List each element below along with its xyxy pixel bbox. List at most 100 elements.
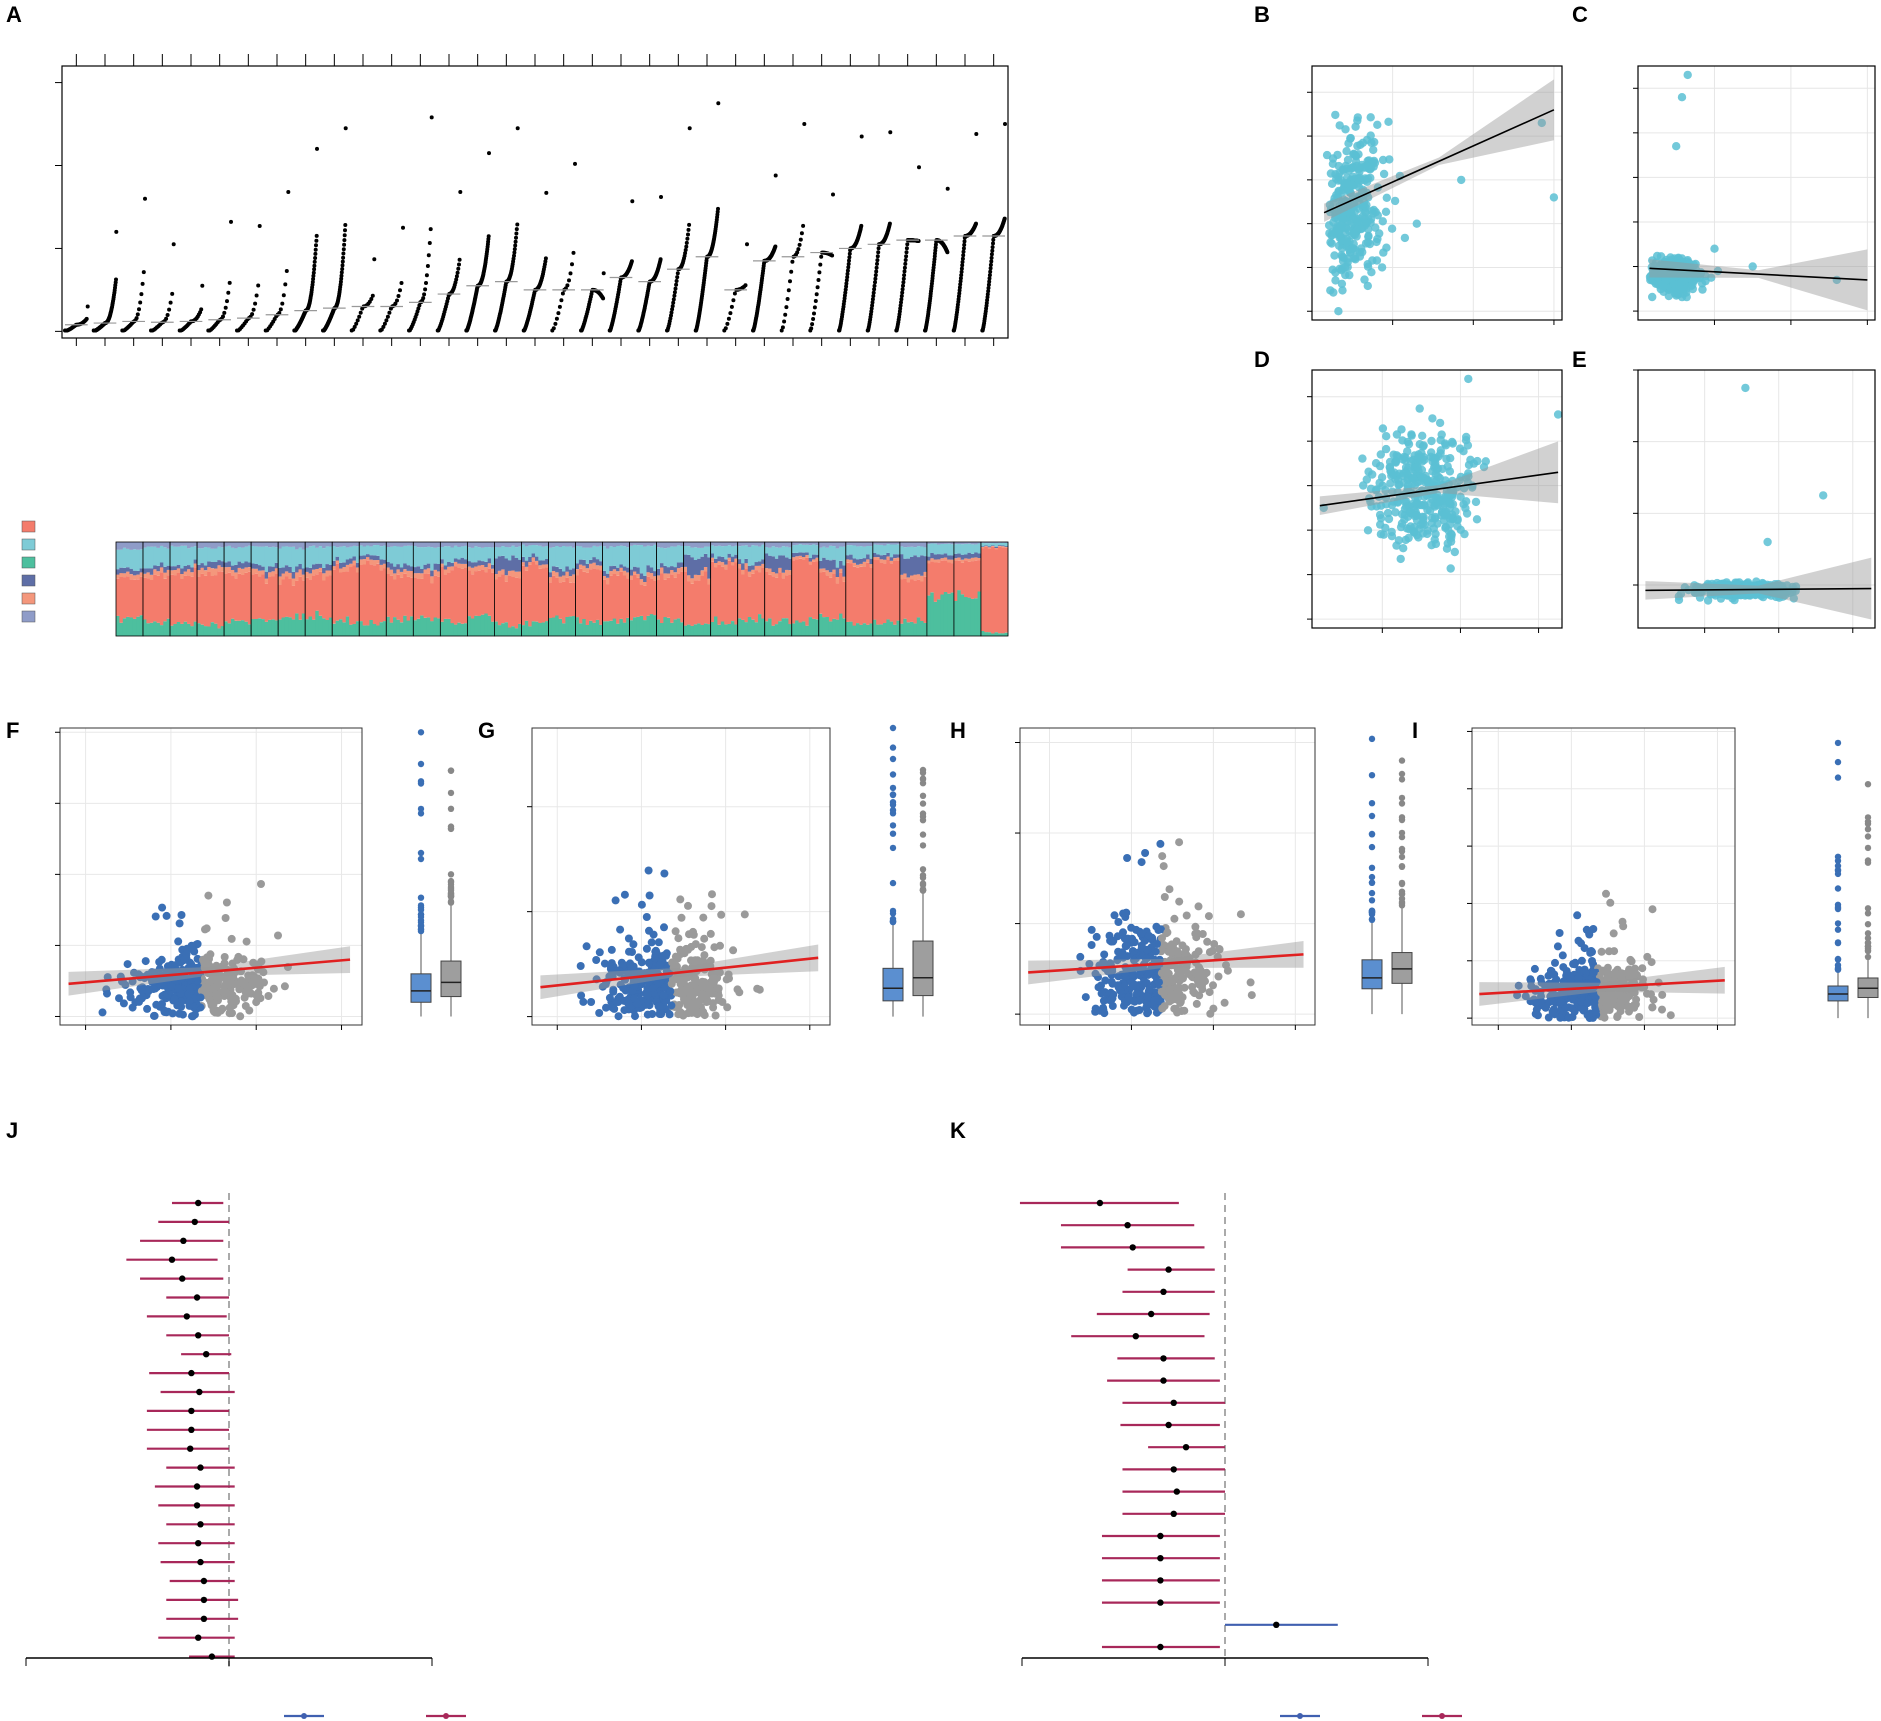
spectrum-segment bbox=[339, 546, 343, 563]
spectrum-segment bbox=[122, 547, 127, 568]
spectrum-segment bbox=[288, 617, 293, 636]
tmb-point bbox=[905, 242, 910, 247]
spectrum-segment bbox=[646, 572, 651, 577]
spectrum-segment bbox=[268, 577, 272, 620]
spectrum-segment bbox=[605, 577, 610, 585]
spectrum-segment bbox=[741, 545, 745, 564]
spectrum-segment bbox=[210, 542, 215, 549]
spectrum-segment bbox=[146, 568, 151, 573]
spectrum-segment bbox=[832, 574, 837, 619]
spectrum-segment bbox=[798, 555, 803, 559]
spectrum-segment bbox=[605, 548, 610, 574]
spectrum-segment bbox=[883, 542, 887, 546]
spectrum-segment bbox=[457, 542, 462, 547]
spectrum-segment bbox=[494, 558, 499, 574]
tmb-point bbox=[986, 289, 991, 294]
spectrum-segment bbox=[271, 571, 276, 577]
spectrum-segment bbox=[143, 573, 147, 578]
spectrum-segment bbox=[511, 555, 516, 571]
tmb-point bbox=[286, 190, 291, 194]
spectrum-segment bbox=[413, 620, 418, 636]
tmb-point bbox=[899, 300, 903, 305]
tmb-point bbox=[683, 248, 688, 252]
spectrum-segment bbox=[200, 563, 205, 568]
spectrum-segment bbox=[764, 553, 769, 569]
tmb-point bbox=[899, 297, 904, 302]
spectrum-segment bbox=[565, 542, 570, 547]
spectrum-segment bbox=[886, 544, 891, 553]
tmb-point bbox=[553, 321, 558, 326]
spectrum-segment bbox=[717, 556, 722, 562]
tmb-point bbox=[342, 238, 347, 243]
spectrum-segment bbox=[372, 555, 377, 561]
tmb-point bbox=[313, 247, 318, 252]
data-point bbox=[1351, 253, 1360, 262]
spectrum-segment bbox=[690, 547, 695, 558]
data-point bbox=[1677, 93, 1687, 102]
spectrum-segment bbox=[822, 546, 826, 558]
data-point bbox=[1376, 530, 1386, 539]
tmb-point bbox=[684, 240, 689, 245]
spectrum-segment bbox=[886, 552, 891, 557]
tmb-point bbox=[672, 293, 677, 298]
spectrum-segment bbox=[778, 567, 782, 573]
spectrum-segment bbox=[703, 553, 708, 567]
spectrum-segment bbox=[565, 577, 570, 617]
spectrum-segment bbox=[484, 547, 489, 562]
spectrum-segment bbox=[251, 563, 255, 569]
tmb-point bbox=[571, 250, 576, 255]
spectrum-segment bbox=[818, 542, 823, 548]
tmb-point bbox=[683, 251, 688, 256]
spectrum-segment bbox=[146, 623, 151, 636]
tmb-point bbox=[225, 299, 229, 304]
tmb-point bbox=[313, 251, 318, 256]
data-point bbox=[1442, 544, 1452, 553]
spectrum-segment bbox=[203, 547, 208, 566]
data-point bbox=[1384, 514, 1394, 524]
spectrum-segment bbox=[771, 625, 776, 636]
spectrum-segment bbox=[937, 562, 941, 600]
tmb-point bbox=[674, 282, 679, 287]
spectrum-segment bbox=[852, 566, 857, 626]
spectrum-segment bbox=[251, 542, 255, 546]
tmb-point bbox=[872, 283, 877, 288]
spectrum-segment bbox=[612, 569, 617, 574]
spectrum-segment bbox=[484, 561, 489, 568]
spectrum-segment bbox=[960, 544, 965, 555]
spectrum-segment bbox=[349, 558, 353, 564]
spectrum-segment bbox=[568, 542, 573, 547]
spectrum-segment bbox=[447, 618, 451, 636]
tmb-point bbox=[901, 283, 905, 288]
spectrum-segment bbox=[470, 542, 475, 548]
spectrum-segment bbox=[774, 558, 779, 574]
spectrum-segment bbox=[987, 547, 992, 549]
spectrum-segment bbox=[244, 567, 249, 573]
spectrum-segment bbox=[751, 573, 755, 620]
spectrum-segment bbox=[660, 547, 664, 564]
tmb-point bbox=[426, 253, 431, 258]
spectrum-segment bbox=[957, 544, 962, 554]
spectrum-segment bbox=[210, 548, 215, 562]
spectrum-segment bbox=[866, 559, 870, 563]
spectrum-segment bbox=[616, 567, 620, 572]
spectrum-segment bbox=[234, 572, 239, 579]
spectrum-segment bbox=[393, 579, 397, 618]
spectrum-segment bbox=[180, 574, 184, 579]
spectrum-segment bbox=[284, 571, 289, 577]
spectrum-segment bbox=[173, 546, 178, 567]
spectrum-segment bbox=[741, 542, 745, 546]
spectrum-segment bbox=[592, 545, 597, 558]
spectrum-segment bbox=[724, 569, 728, 625]
spectrum-segment bbox=[903, 542, 908, 548]
data-point bbox=[1553, 410, 1563, 419]
spectrum-segment bbox=[940, 558, 945, 561]
legend-swatch bbox=[21, 520, 36, 533]
spectrum-segment bbox=[116, 549, 120, 570]
spectrum-segment bbox=[893, 561, 897, 625]
tmb-point bbox=[904, 250, 909, 255]
spectrum-segment bbox=[322, 580, 326, 619]
spectrum-segment bbox=[514, 542, 519, 548]
tmb-point bbox=[723, 326, 728, 331]
panel-label-i: I bbox=[1412, 718, 1418, 743]
tmb-point bbox=[785, 297, 790, 301]
